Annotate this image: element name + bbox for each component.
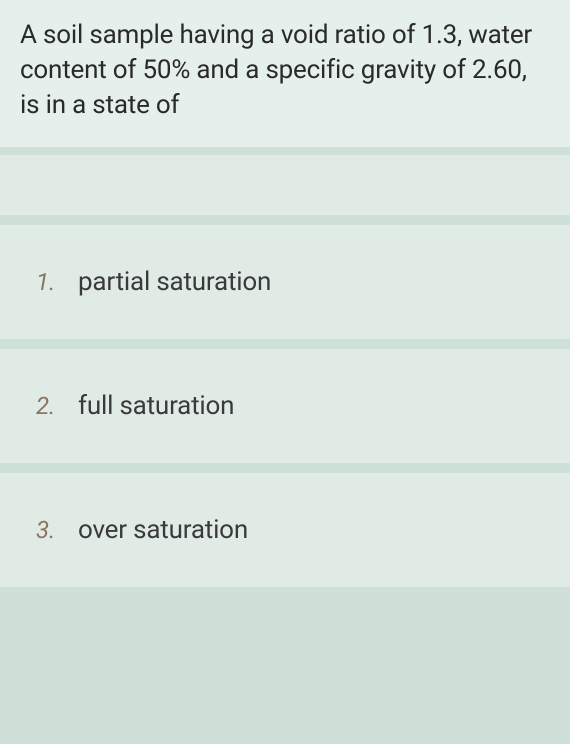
option-2[interactable]: 2. full saturation [0,349,570,463]
question-block: A soil sample having a void ratio of 1.3… [0,0,570,147]
option-number: 3. [36,516,78,544]
option-text: partial saturation [78,267,271,297]
spacer-block [0,155,570,215]
question-text: A soil sample having a void ratio of 1.3… [20,18,550,123]
option-text: full saturation [78,391,234,421]
option-number: 2. [36,392,78,420]
option-3[interactable]: 3. over saturation [0,473,570,587]
option-text: over saturation [78,515,248,545]
option-1[interactable]: 1. partial saturation [0,225,570,339]
option-number: 1. [36,268,78,296]
